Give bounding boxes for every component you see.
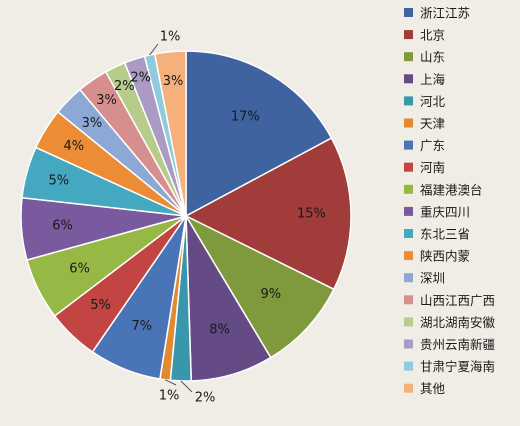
pie-slice [184, 137, 352, 291]
legend-swatch [404, 140, 413, 150]
legend-item: 深圳 [404, 271, 445, 286]
legend-item: 甘肃宁夏海南 [404, 359, 495, 374]
slice-label: 1% [159, 389, 180, 404]
slice-label: 3% [82, 116, 103, 131]
leader-lines [149, 43, 193, 393]
legend-swatch [404, 206, 413, 216]
legend-label: 河北 [420, 94, 446, 109]
legend-item: 北京 [404, 28, 445, 43]
legend-swatch [404, 184, 413, 194]
legend-label: 浙江江苏 [420, 6, 470, 21]
legend-swatch [404, 339, 413, 349]
legend-item: 山西江西广西 [404, 293, 495, 308]
legend-item: 福建港澳台 [404, 182, 483, 197]
slice-label: 2% [195, 391, 216, 406]
legend-label: 福建港澳台 [420, 182, 483, 197]
slice-label: 2% [130, 71, 151, 86]
slice-label: 5% [90, 298, 111, 313]
legend-label: 重庆四川 [420, 204, 470, 219]
legend-label: 天津 [420, 116, 445, 131]
legend-swatch [404, 229, 413, 238]
slice-label: 4% [63, 139, 84, 154]
legend-swatch [404, 118, 413, 128]
legend-swatch [404, 30, 413, 40]
legend-item: 其他 [404, 381, 446, 396]
slice-label: 7% [131, 319, 152, 334]
slice-label: 17% [231, 109, 260, 124]
legend-swatch [404, 74, 413, 84]
legend-swatch [404, 361, 413, 371]
legend-swatch [404, 251, 413, 261]
legend-item: 浙江江苏 [404, 6, 470, 21]
legend: 浙江江苏北京山东上海河北天津广东河南福建港澳台重庆四川东北三省陕西内蒙深圳山西江… [404, 6, 496, 396]
legend-item: 重庆四川 [404, 204, 470, 219]
legend-label: 东北三省 [420, 227, 470, 242]
legend-swatch [404, 273, 413, 283]
pie-slice [184, 214, 335, 359]
slice-label: 9% [260, 287, 281, 302]
legend-swatch [404, 295, 413, 305]
pie-slices [20, 50, 352, 382]
legend-item: 湖北湖南安徽 [404, 315, 496, 330]
slice-label: 5% [48, 173, 69, 188]
slice-label: 2% [114, 79, 135, 94]
legend-label: 上海 [420, 72, 446, 87]
leader-line [149, 43, 159, 56]
legend-label: 湖北湖南安徽 [420, 315, 496, 330]
legend-swatch [404, 96, 413, 106]
legend-label: 陕西内蒙 [420, 249, 470, 264]
legend-label: 河南 [420, 160, 445, 175]
pie-slice [185, 50, 333, 218]
legend-item: 天津 [404, 116, 445, 131]
slice-label: 15% [297, 207, 326, 222]
legend-label: 广东 [420, 138, 445, 153]
legend-item: 东北三省 [404, 227, 470, 242]
slice-label: 6% [52, 218, 73, 233]
legend-label: 山西江西广西 [420, 293, 495, 308]
legend-label: 其他 [420, 381, 446, 396]
legend-label: 北京 [420, 28, 445, 43]
legend-item: 山东 [404, 50, 445, 65]
slice-label: 3% [163, 74, 184, 89]
legend-label: 深圳 [420, 271, 445, 286]
legend-item: 上海 [404, 72, 446, 87]
slice-label: 6% [69, 261, 90, 276]
slice-label: 1% [160, 30, 181, 45]
legend-item: 河南 [404, 160, 445, 175]
legend-item: 河北 [404, 94, 446, 109]
legend-label: 山东 [420, 50, 445, 65]
legend-swatch [404, 52, 413, 62]
slice-label: 3% [96, 93, 117, 108]
legend-label: 甘肃宁夏海南 [420, 359, 495, 374]
slice-label: 8% [209, 323, 230, 338]
leader-line [180, 380, 193, 393]
slice-labels: 17%15%9%8%2%1%7%5%6%6%5%4%3%3%2%2%1%3% [48, 30, 325, 406]
legend-swatch [404, 162, 413, 172]
legend-item: 贵州云南新疆 [404, 337, 495, 352]
legend-item: 陕西内蒙 [404, 249, 470, 264]
legend-swatch [404, 317, 413, 327]
pie-slice [153, 50, 187, 217]
leader-line [164, 379, 177, 386]
legend-label: 贵州云南新疆 [420, 337, 495, 352]
legend-item: 广东 [404, 138, 445, 153]
legend-swatch [404, 383, 413, 393]
legend-swatch [404, 8, 413, 17]
